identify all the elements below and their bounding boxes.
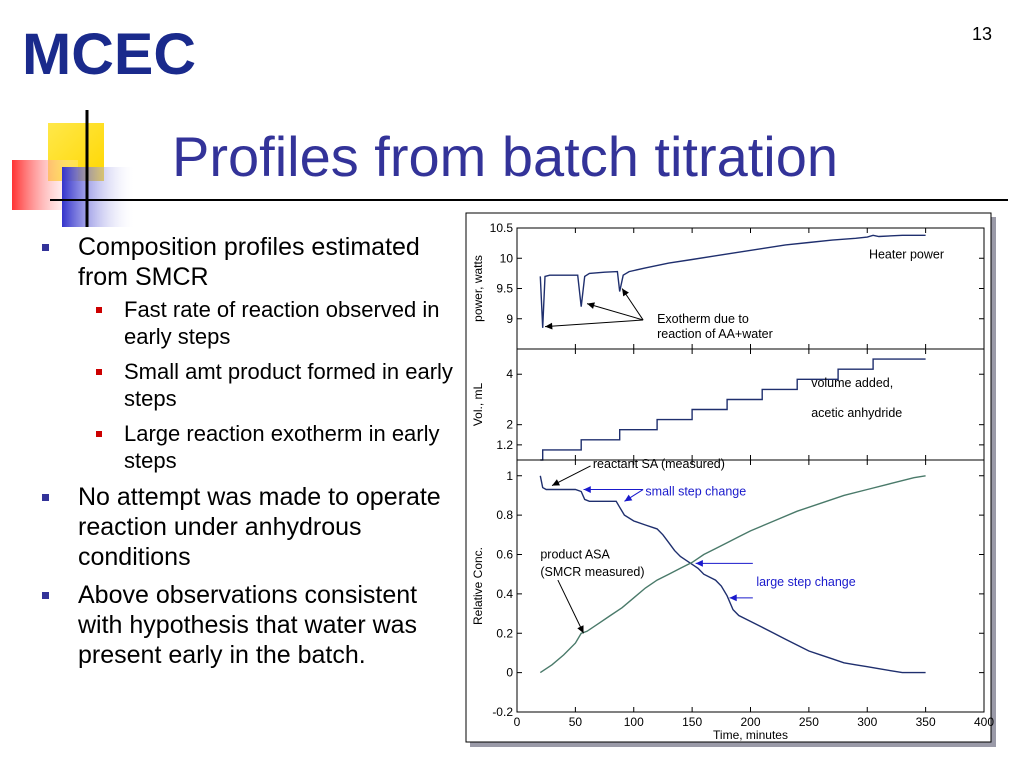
bullet-list: Composition profiles estimated from SMCR… <box>40 232 460 678</box>
x-tick-label: 100 <box>624 715 644 729</box>
y-tick-label: 10 <box>500 251 514 265</box>
annotation-text: reactant SA (measured) <box>593 457 725 471</box>
sub-bullet-text: Small amt product formed in early steps <box>124 359 453 411</box>
logo-text: MCEC <box>22 24 196 82</box>
annotation-text: volume added, <box>811 376 893 390</box>
y-tick-label: 10.5 <box>490 221 514 235</box>
sub-bullet-list: Fast rate of reaction observed in early … <box>78 296 460 474</box>
bullet-item: Composition profiles estimated from SMCR… <box>40 232 460 474</box>
bullet-item: Above observations consistent with hypot… <box>40 580 460 670</box>
series-line <box>539 234 926 328</box>
annotation-text: (SMCR measured) <box>540 565 644 579</box>
annotation-text: acetic anhydride <box>811 406 902 420</box>
y-tick-label: 4 <box>506 367 513 381</box>
title-underline <box>150 199 1008 201</box>
title-decoration <box>12 110 160 227</box>
series-line <box>539 475 926 674</box>
y-tick-label: 0.2 <box>496 626 513 640</box>
bullet-text: Composition profiles estimated from SMCR <box>78 233 420 291</box>
annotation-text: Exotherm due to <box>657 312 749 326</box>
sub-bullet-item: Small amt product formed in early steps <box>40 358 460 412</box>
annotation-arrow-line <box>586 303 644 321</box>
chart-border <box>465 212 992 743</box>
y-tick-label: -0.2 <box>492 705 513 719</box>
deco-blue-square <box>62 167 134 227</box>
y-tick-label: 9.5 <box>496 282 513 296</box>
sub-bullet-text: Large reaction exotherm in early steps <box>124 421 440 473</box>
y-tick-label: 2 <box>506 418 513 432</box>
large-step-arrow-head <box>729 594 737 602</box>
annotation-arrowhead <box>622 288 629 297</box>
y-tick-label: 0.6 <box>496 548 513 562</box>
titration-chart: 9 9.5 10 10.5 power, watts Heater power Exothe… <box>465 212 997 748</box>
series-line <box>539 475 926 674</box>
annotation-text: small step change <box>645 485 746 499</box>
series-line <box>540 358 926 461</box>
y-tick-label: 1.2 <box>496 438 513 452</box>
sub-bullet-item: Fast rate of reaction observed in early … <box>40 296 460 350</box>
x-tick-label: 0 <box>514 715 521 729</box>
bullet-text: Above observations consistent with hypot… <box>78 581 418 669</box>
x-tick-label: 150 <box>682 715 702 729</box>
x-tick-label: 400 <box>974 715 994 729</box>
annotation-text: reaction of AA+water <box>657 327 773 341</box>
bullet-item: No attempt was made to operate reaction … <box>40 482 460 572</box>
product-arrow-line <box>557 579 584 634</box>
large-step-arrow-head <box>695 559 703 567</box>
x-tick-label: 200 <box>740 715 760 729</box>
y-axis-label: Relative Conc. <box>471 547 485 625</box>
x-tick-label: 350 <box>916 715 936 729</box>
annotation-text: large step change <box>756 575 855 589</box>
y-axis-label: Vol., mL <box>471 383 485 427</box>
x-tick-label: 50 <box>569 715 583 729</box>
y-tick-label: 0.4 <box>496 587 513 601</box>
x-tick-label: 300 <box>857 715 877 729</box>
y-tick-label: 9 <box>506 312 513 326</box>
mcec-logo: MCEC <box>22 24 196 82</box>
y-axis-label: power, watts <box>471 255 485 322</box>
sub-bullet-text: Fast rate of reaction observed in early … <box>124 297 440 349</box>
product-arrow-head <box>577 625 584 634</box>
annotation-arrow-head <box>552 479 561 486</box>
y-tick-label: 1 <box>506 469 513 483</box>
annotation-text: product ASA <box>540 548 610 562</box>
annotation-arrowhead <box>545 322 553 330</box>
y-tick-label: 0 <box>506 666 513 680</box>
x-axis-label: Time, minutes <box>713 728 788 742</box>
series-label: Heater power <box>869 247 944 261</box>
bullet-text: No attempt was made to operate reaction … <box>78 483 441 571</box>
small-step-arrow-head <box>624 494 633 502</box>
small-step-arrow-head <box>583 486 591 493</box>
slide-number: 13 <box>971 24 992 44</box>
sub-bullet-item: Large reaction exotherm in early steps <box>40 420 460 474</box>
annotation-arrow-line <box>544 319 644 328</box>
slide-title: Profiles from batch titration <box>172 125 839 188</box>
y-tick-label: 0.8 <box>496 508 513 522</box>
annotation-arrowhead <box>587 302 595 309</box>
x-tick-label: 250 <box>799 715 819 729</box>
